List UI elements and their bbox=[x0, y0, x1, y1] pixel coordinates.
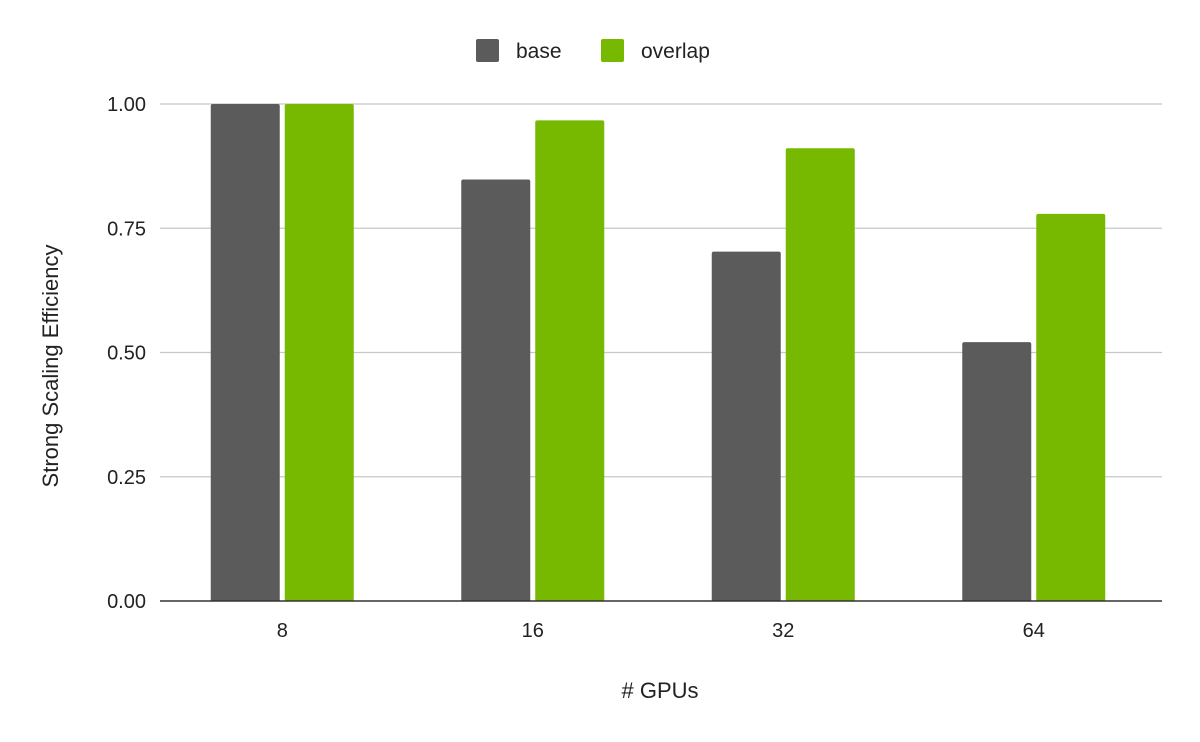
y-tick-labels: 0.00 0.25 0.50 0.75 1.00 bbox=[107, 94, 146, 613]
legend-label-base: base bbox=[516, 40, 562, 63]
x-tick-label: 8 bbox=[277, 620, 288, 642]
bar-overlap-8 bbox=[284, 104, 354, 601]
bar-overlap-32 bbox=[785, 148, 855, 601]
bar-base-32 bbox=[711, 251, 781, 601]
legend-swatch-base bbox=[476, 39, 499, 62]
bar-base-64 bbox=[962, 342, 1032, 601]
legend: base overlap bbox=[476, 39, 710, 63]
y-tick-label: 0.75 bbox=[107, 218, 146, 240]
legend-label-overlap: overlap bbox=[641, 40, 710, 63]
bar-overlap-16 bbox=[535, 120, 605, 601]
x-tick-label: 16 bbox=[522, 620, 544, 642]
y-tick-label: 0.25 bbox=[107, 467, 146, 489]
bars bbox=[210, 104, 1106, 601]
y-tick-label: 0.00 bbox=[107, 591, 146, 613]
x-tick-labels: 8 16 32 64 bbox=[277, 620, 1045, 642]
x-axis-title: # GPUs bbox=[621, 678, 698, 703]
y-tick-label: 0.50 bbox=[107, 343, 146, 365]
x-tick-label: 32 bbox=[772, 620, 794, 642]
y-axis-title: Strong Scaling Efficiency bbox=[38, 245, 63, 488]
x-tick-label: 64 bbox=[1023, 620, 1045, 642]
bar-overlap-64 bbox=[1036, 213, 1106, 601]
bar-base-16 bbox=[461, 179, 531, 601]
legend-swatch-overlap bbox=[601, 39, 624, 62]
y-tick-label: 1.00 bbox=[107, 94, 146, 116]
bar-base-8 bbox=[210, 104, 280, 601]
